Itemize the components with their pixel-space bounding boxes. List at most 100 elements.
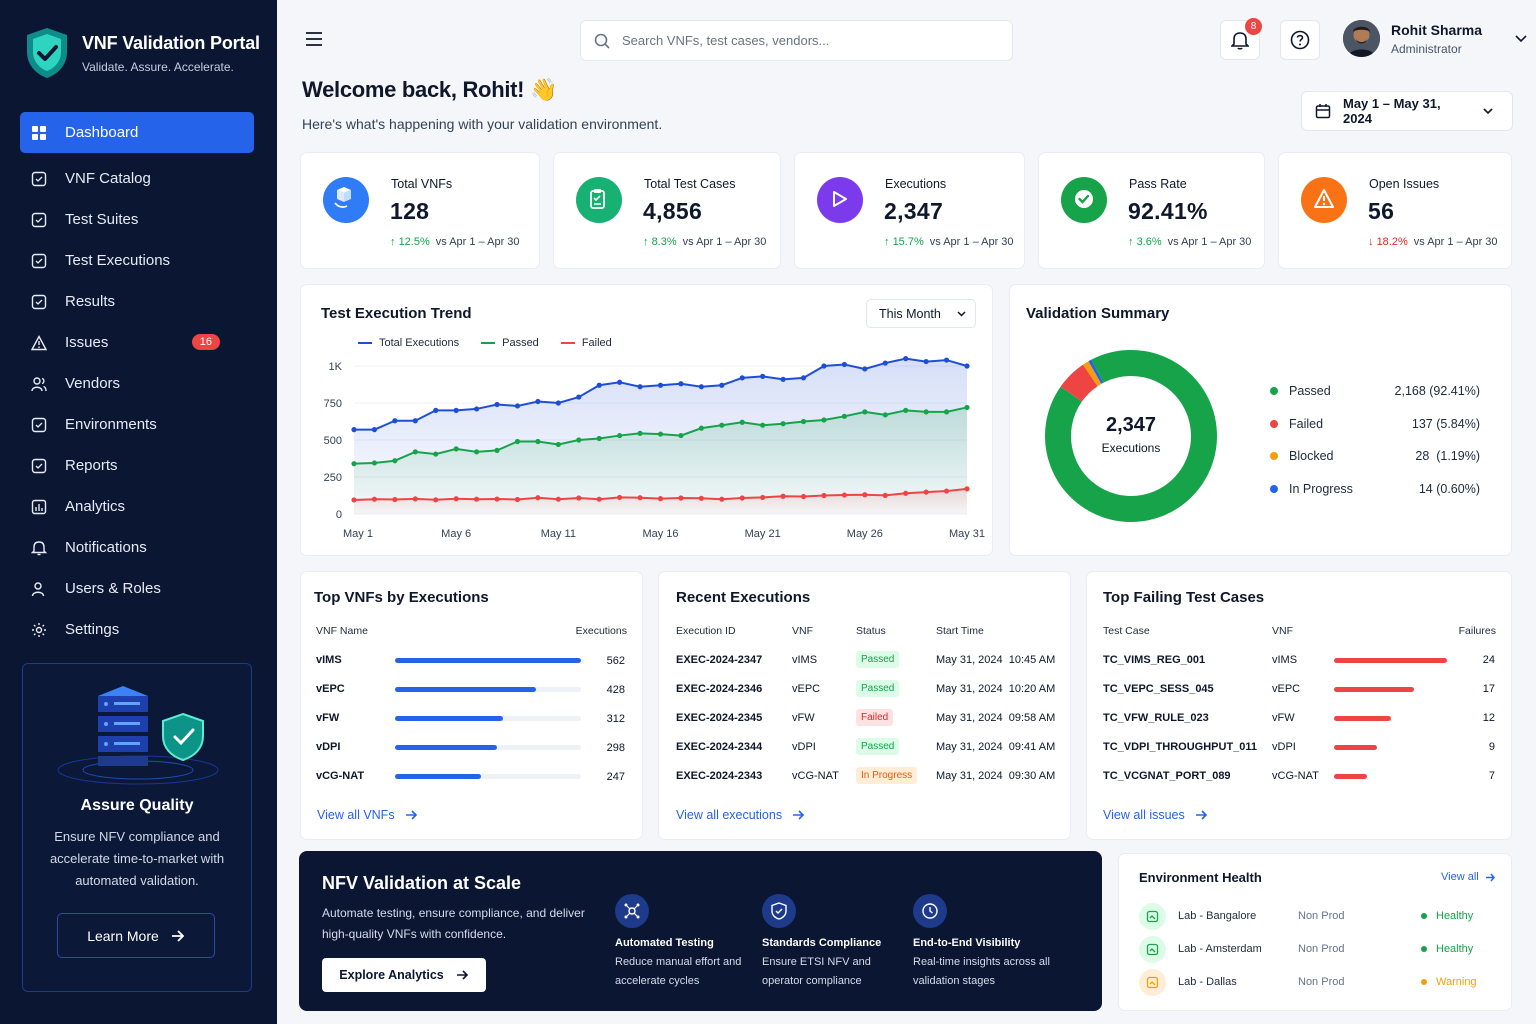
x-tick-label: May 6: [441, 528, 471, 540]
data-point: [780, 376, 786, 382]
environment-icon: [1139, 935, 1166, 963]
env-type: Non Prod: [1298, 976, 1345, 988]
x-tick-label: May 1: [343, 528, 373, 540]
sidebar-item-settings[interactable]: Settings: [20, 609, 254, 650]
data-point: [474, 406, 480, 412]
vnf-name: vDPI: [316, 741, 341, 753]
explore-analytics-button[interactable]: Explore Analytics: [322, 958, 486, 992]
hamburger-menu-icon[interactable]: [305, 31, 323, 47]
date-range-label: May 1 – May 31, 2024: [1343, 96, 1441, 126]
env-row[interactable]: Lab - Amsterdam Non Prod Healthy: [1139, 934, 1479, 964]
col-failures: Failures: [1458, 625, 1496, 637]
view-all-executions-link[interactable]: View all executions: [676, 808, 805, 822]
sidebar-item-test-suites[interactable]: Test Suites: [20, 199, 254, 240]
data-point: [453, 446, 459, 452]
sidebar-item-vendors[interactable]: Vendors: [20, 363, 254, 404]
data-point: [657, 496, 664, 502]
col-executions: Executions: [575, 625, 627, 637]
date-range-picker[interactable]: May 1 – May 31, 2024: [1301, 91, 1513, 131]
data-point: [943, 488, 950, 494]
notifications-button[interactable]: 8: [1220, 18, 1262, 60]
user-menu[interactable]: Rohit Sharma Administrator: [1343, 20, 1527, 57]
execution-id[interactable]: EXEC-2024-2345: [676, 712, 763, 724]
legend-label: Failed: [581, 337, 612, 349]
sidebar-item-analytics[interactable]: Analytics: [20, 486, 254, 527]
legend-item: In Progress 14 (0.60%): [1270, 473, 1480, 506]
execution-vnf: vDPI: [792, 741, 816, 753]
kpi-delta-value: 15.7%: [892, 236, 924, 248]
test-case-name[interactable]: TC_VIMS_REG_001: [1103, 654, 1206, 666]
data-point: [514, 403, 521, 409]
grid-icon: [30, 124, 48, 142]
sidebar-item-label: VNF Catalog: [65, 170, 151, 187]
legend-value: 2,168 (92.41%): [1394, 384, 1480, 399]
env-row[interactable]: Lab - Bangalore Non Prod Healthy: [1139, 901, 1479, 931]
sidebar-item-issues[interactable]: Issues 16: [20, 322, 254, 363]
report-icon: [30, 457, 48, 475]
view-all-executions-label: View all executions: [676, 808, 783, 822]
start-time: May 31, 2024 09:41 AM: [936, 741, 1056, 753]
x-tick-label: May 16: [642, 528, 678, 540]
summary-title: Validation Summary: [1026, 305, 1170, 322]
search-bar[interactable]: [580, 20, 1013, 61]
learn-more-button[interactable]: Learn More: [57, 913, 215, 958]
env-status: Warning: [1436, 976, 1477, 988]
sidebar-item-vnf-catalog[interactable]: VNF Catalog: [20, 158, 254, 199]
test-case-name[interactable]: TC_VDPI_THROUGHPUT_011: [1103, 741, 1258, 753]
legend-swatch: [560, 342, 575, 345]
data-point: [617, 379, 623, 385]
data-point: [739, 495, 745, 501]
sidebar-item-reports[interactable]: Reports: [20, 445, 254, 486]
arrow-right-icon: [1485, 873, 1495, 881]
shield-check-icon: [30, 293, 48, 311]
execution-id[interactable]: EXEC-2024-2347: [676, 654, 763, 666]
sidebar-item-label: Results: [65, 293, 116, 310]
env-type: Non Prod: [1298, 910, 1345, 922]
brand: VNF Validation Portal Validate. Assure. …: [24, 26, 260, 80]
legend-value: 28 (1.19%): [1415, 449, 1480, 464]
vnf-name: vFW: [316, 712, 340, 724]
welcome-subtitle: Here's what's happening with your valida…: [302, 116, 663, 132]
data-point: [719, 496, 725, 502]
data-point: [453, 407, 459, 413]
data-point: [596, 435, 602, 442]
kpi-delta-value: 3.6%: [1136, 236, 1162, 248]
legend-label: Blocked: [1289, 449, 1334, 464]
sidebar-item-notifications[interactable]: Notifications: [20, 527, 254, 568]
execution-id[interactable]: EXEC-2024-2343: [676, 770, 763, 782]
sidebar-item-users-roles[interactable]: Users & Roles: [20, 568, 254, 609]
sidebar-item-label: Settings: [65, 621, 120, 638]
period-select[interactable]: This Month: [866, 299, 976, 328]
view-all-issues-link[interactable]: View all issues: [1103, 808, 1208, 822]
view-all-vnfs-link[interactable]: View all VNFs: [317, 808, 418, 822]
execution-id[interactable]: EXEC-2024-2344: [676, 741, 763, 753]
test-case-vnf: vFW: [1272, 712, 1295, 724]
help-button[interactable]: [1280, 20, 1320, 60]
search-input[interactable]: [622, 33, 982, 48]
col-test-case: Test Case: [1103, 625, 1150, 637]
data-point: [719, 422, 725, 428]
execution-id[interactable]: EXEC-2024-2346: [676, 683, 763, 695]
legend-dot: [1270, 419, 1278, 428]
test-case-name[interactable]: TC_VEPC_SESS_045: [1103, 683, 1214, 695]
data-point: [841, 492, 848, 498]
kpi-compare: vs Apr 1 – Apr 30: [682, 236, 767, 248]
test-case-name[interactable]: TC_VCGNAT_PORT_089: [1103, 770, 1231, 782]
sidebar: VNF Validation Portal Validate. Assure. …: [0, 0, 277, 1024]
sidebar-item-label: Reports: [65, 457, 118, 474]
sidebar-item-environments[interactable]: Environments: [20, 404, 254, 445]
sidebar-item-results[interactable]: Results: [20, 281, 254, 322]
nfv-banner: NFV Validation at Scale Automate testing…: [299, 851, 1102, 1011]
failure-bar-fill: [1334, 687, 1415, 692]
x-tick-label: May 21: [745, 528, 781, 540]
data-point: [351, 461, 357, 467]
env-view-all-link[interactable]: View all: [1441, 871, 1496, 883]
sidebar-item-test-executions[interactable]: Test Executions: [20, 240, 254, 281]
sidebar-item-dashboard[interactable]: Dashboard: [20, 112, 254, 153]
test-case-name[interactable]: TC_VFW_RULE_023: [1103, 712, 1209, 724]
env-row[interactable]: Lab - Dallas Non Prod Warning: [1139, 967, 1479, 997]
execution-vnf: vFW: [792, 712, 815, 724]
help-icon: [1290, 30, 1310, 50]
series-line: [354, 357, 968, 431]
bar-track: [395, 774, 581, 779]
